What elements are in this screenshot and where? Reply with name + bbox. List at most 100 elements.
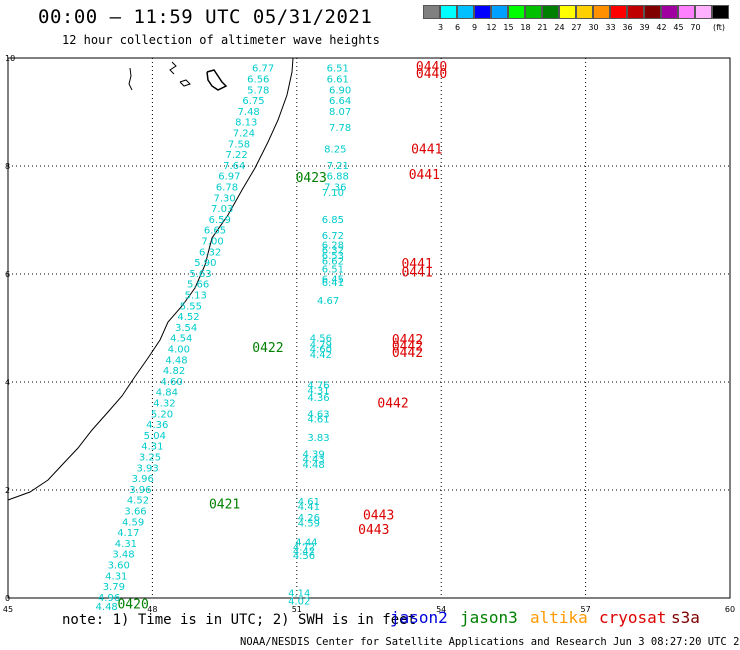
pass-number-label: 0422 <box>252 341 283 356</box>
legend-swatch <box>695 5 712 19</box>
swh-value-label: 6.28 <box>322 240 344 251</box>
swh-value-label: 4.79 <box>310 340 332 351</box>
swh-value-label: 4.31 <box>105 571 127 582</box>
swh-value-label: 4.48 <box>96 602 118 613</box>
mission-s3a-label: s3a <box>671 608 700 627</box>
swh-value-label: 3.96 <box>132 474 154 485</box>
swh-value-label: 4.61 <box>298 497 320 508</box>
longitude-tick-label: 57 <box>581 605 591 614</box>
swh-value-label: 5.20 <box>151 409 173 420</box>
island-outline <box>169 61 177 75</box>
swh-value-label: 4.02 <box>288 597 310 608</box>
pass-number-label: 0441 <box>401 265 432 280</box>
swh-value-label: 8.13 <box>235 118 257 129</box>
somalia-coastline <box>7 57 294 501</box>
swh-value-label: 4.43 <box>303 455 325 466</box>
swh-value-label: 7.03 <box>211 204 233 215</box>
legend-tick-label: 39 <box>639 23 650 32</box>
pass-number-label: 0441 <box>409 168 440 183</box>
swh-value-label: 7.22 <box>226 150 248 161</box>
swh-value-label: 4.44 <box>295 537 317 548</box>
swh-value-label: 7.36 <box>324 183 346 194</box>
legend-swatch <box>491 5 508 19</box>
legend-swatch <box>508 5 525 19</box>
legend-tick-label: 70 <box>690 23 701 32</box>
swh-value-label: 4.60 <box>161 377 183 388</box>
swh-value-label: 3.48 <box>112 550 134 561</box>
swh-value-label: 7.64 <box>223 161 245 172</box>
legend-swatch <box>542 5 559 19</box>
swh-value-label: 6.72 <box>322 231 344 242</box>
socotra-outline <box>206 69 228 91</box>
mission-cryosat-label: cryosat <box>599 608 667 627</box>
swh-value-label: 7.58 <box>228 139 250 150</box>
swh-value-label: 7.24 <box>233 129 255 140</box>
swh-value-label: 4.61 <box>307 415 329 426</box>
swh-value-label: 4.56 <box>310 334 332 345</box>
map-frame <box>7 57 731 599</box>
legend-tick-label: 45 <box>673 23 684 32</box>
swh-value-label: 4.72 <box>293 543 315 554</box>
page-subtitle: 12 hour collection of altimeter wave hei… <box>62 33 380 47</box>
swh-value-label: 4.42 <box>293 546 315 557</box>
swh-value-label: 6.56 <box>247 75 269 86</box>
swh-value-label: 6.65 <box>204 226 226 237</box>
swh-value-label: 4.39 <box>303 449 325 460</box>
swh-value-label: 3.54 <box>175 323 197 334</box>
legend-swatch <box>457 5 474 19</box>
legend-swatch <box>712 5 729 19</box>
swh-value-label: 6.41 <box>322 278 344 289</box>
longitude-tick-label: 54 <box>436 605 446 614</box>
legend-tick-label: 6 <box>454 23 461 32</box>
swh-value-label: 4.76 <box>307 381 329 392</box>
island-outline <box>179 79 191 87</box>
latitude-tick-label: 2 <box>5 486 10 495</box>
longitude-tick-label: 51 <box>292 605 302 614</box>
legend-tick-label: 33 <box>605 23 616 32</box>
pass-number-label: 0441 <box>411 143 442 158</box>
swh-value-label: 5.66 <box>187 280 209 291</box>
latitude-tick-label: 4 <box>5 378 10 387</box>
swh-value-label: 6.51 <box>327 64 349 75</box>
pass-number-label: 0442 <box>377 397 408 412</box>
swh-value-label: 6.97 <box>218 172 240 183</box>
island-outline <box>128 67 133 91</box>
longitude-tick-label: 45 <box>3 605 13 614</box>
legend-tick-label: 36 <box>622 23 633 32</box>
swh-value-label: 4.82 <box>163 366 185 377</box>
swh-value-label: 5.13 <box>185 291 207 302</box>
swh-value-label: 7.10 <box>322 188 344 199</box>
swh-value-label: 3.60 <box>108 561 130 572</box>
swh-value-label: 4.26 <box>298 513 320 524</box>
swh-value-label: 4.36 <box>146 420 168 431</box>
swh-value-label: 7.00 <box>201 237 223 248</box>
swh-value-label: 6.61 <box>327 75 349 86</box>
pass-number-label: 0421 <box>209 498 240 513</box>
swh-value-label: 4.52 <box>177 312 199 323</box>
legend-swatch <box>661 5 678 19</box>
legend-tick-label: 42 <box>656 23 667 32</box>
pass-number-label: 0442 <box>392 346 423 361</box>
swh-value-label: 4.84 <box>156 388 178 399</box>
pass-number-label: 0441 <box>401 257 432 272</box>
pass-number-label: 0443 <box>358 523 389 538</box>
swh-value-label: 4.17 <box>117 528 139 539</box>
swh-value-label: 4.42 <box>310 350 332 361</box>
legend-unit-label: (ft) <box>713 23 726 32</box>
swh-value-label: 4.31 <box>307 386 329 397</box>
swh-value-label: 5.78 <box>247 85 269 96</box>
legend-tick-label: 24 <box>554 23 565 32</box>
swh-value-label: 3.25 <box>139 453 161 464</box>
swh-value-label: 3.66 <box>124 507 146 518</box>
credit-line: NOAA/NESDIS Center for Satellite Applica… <box>240 636 740 648</box>
pass-number-label: 0442 <box>392 333 423 348</box>
swh-value-label: 6.64 <box>329 96 351 107</box>
swh-value-label: 6.88 <box>327 172 349 183</box>
swh-value-label: 3.83 <box>307 433 329 444</box>
swh-value-label: 6.75 <box>242 96 264 107</box>
pass-number-label: 0442 <box>392 339 423 354</box>
latitude-tick-label: 0 <box>5 594 10 603</box>
swh-value-label: 7.78 <box>329 123 351 134</box>
swh-value-label: 7.21 <box>327 161 349 172</box>
